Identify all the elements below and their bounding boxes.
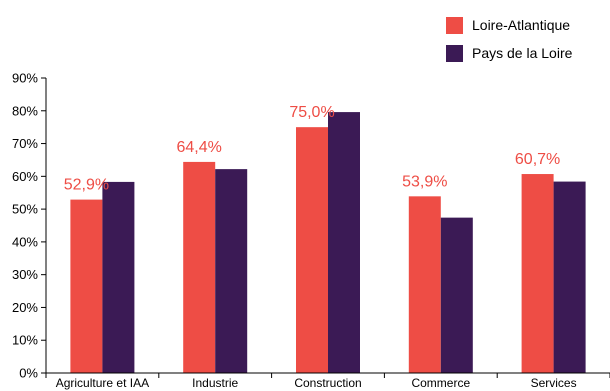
y-tick-label: 20%	[12, 300, 38, 315]
x-tick-label: Services	[531, 376, 577, 390]
y-tick-label: 50%	[12, 202, 38, 217]
y-tick-label: 30%	[12, 267, 38, 282]
bar-pays-de-la-loire	[553, 181, 586, 373]
bar-pays-de-la-loire	[102, 181, 135, 373]
y-tick-label: 90%	[12, 71, 38, 86]
data-label: 60,7%	[515, 151, 560, 168]
data-label: 75,0%	[289, 104, 334, 121]
data-label: 64,4%	[177, 139, 222, 156]
bar-pays-de-la-loire	[215, 169, 248, 373]
bar-loire-atlantique	[296, 127, 328, 374]
x-tick-label: Agriculture et IAA	[56, 376, 149, 390]
legend-swatch-loire-atlantique	[446, 16, 463, 34]
bar-pays-de-la-loire	[328, 112, 360, 373]
y-tick-label: 70%	[12, 136, 38, 151]
y-tick-label: 60%	[12, 169, 38, 184]
y-tick-label: 0%	[19, 366, 38, 381]
x-tick-label: Industrie	[192, 376, 238, 390]
data-labels: 52,9% 64,4% 75,0% 53,9% 60,7%	[64, 104, 561, 193]
x-axis: Agriculture et IAA Industrie Construction C…	[45, 372, 610, 390]
bar-loire-atlantique	[183, 161, 216, 373]
y-axis: 0% 10% 20% 30% 40% 50% 60% 70% 80% 90%	[12, 71, 47, 381]
legend-label-loire-atlantique: Loire-Atlantique	[472, 17, 571, 33]
y-tick-label: 40%	[12, 234, 38, 249]
bar-loire-atlantique	[70, 199, 103, 373]
legend-item-loire-atlantique: Loire-Atlantique	[446, 14, 572, 36]
x-tick-label: Construction	[294, 376, 361, 390]
data-label: 52,9%	[64, 177, 109, 194]
legend-swatch-pays-de-la-loire	[446, 44, 463, 62]
bar-pays-de-la-loire	[440, 217, 473, 373]
legend-label-pays-de-la-loire: Pays de la Loire	[472, 45, 573, 61]
data-label: 53,9%	[402, 173, 447, 190]
legend: Loire-Atlantique Pays de la Loire	[446, 14, 572, 70]
x-tick-label: Commerce	[411, 376, 470, 390]
y-tick-label: 10%	[12, 333, 38, 348]
y-tick-label: 80%	[12, 103, 38, 118]
bar-loire-atlantique	[521, 174, 554, 373]
legend-item-pays-de-la-loire: Pays de la Loire	[446, 42, 572, 64]
bars	[70, 112, 586, 374]
bar-loire-atlantique	[408, 196, 441, 373]
